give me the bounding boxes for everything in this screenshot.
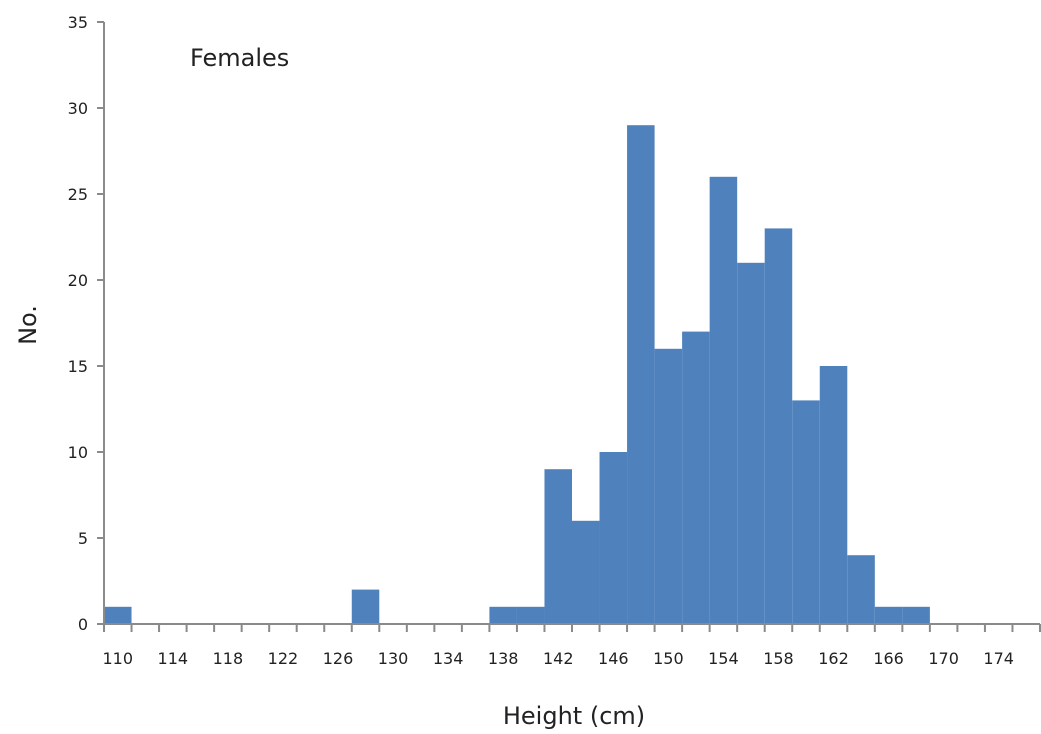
x-axis-title: Height (cm) (503, 702, 645, 730)
y-tick-label-25: 25 (68, 185, 88, 204)
y-tick-label-10: 10 (68, 443, 88, 462)
x-tick-label-114: 114 (158, 649, 189, 668)
x-axis-ticks (103, 624, 1041, 632)
y-tick-label-35: 35 (68, 13, 88, 32)
bars-group (104, 125, 930, 625)
y-axis-title: No. (14, 305, 42, 345)
histogram-bar-128 (351, 589, 380, 624)
y-tick-label-0: 0 (78, 615, 88, 634)
histogram-bar-148 (627, 125, 655, 624)
x-axis-tick-labels: 110 114 118 122 126 130 134 138 142 146 150 154 158 1… (102, 649, 1013, 668)
histogram-bar-154 (709, 176, 738, 625)
histogram-bar-146 (599, 452, 628, 624)
histogram-bar-138 (489, 606, 517, 624)
y-axis-ticks (97, 21, 104, 625)
histogram-bar-162 (819, 366, 848, 624)
x-tick-label-126: 126 (323, 649, 354, 668)
histogram-bar-110 (104, 606, 132, 624)
y-axis-tick-labels: 0 5 10 15 20 25 30 35 (68, 13, 88, 634)
y-tick-label-15: 15 (68, 357, 88, 376)
x-tick-label-154: 154 (708, 649, 739, 668)
histogram-bar-140 (516, 606, 545, 624)
histogram-bar-152 (682, 331, 710, 624)
x-tick-label-158: 158 (763, 649, 794, 668)
x-tick-label-170: 170 (928, 649, 959, 668)
y-tick-label-5: 5 (78, 529, 88, 548)
x-tick-label-138: 138 (488, 649, 519, 668)
x-tick-label-146: 146 (598, 649, 629, 668)
x-tick-label-134: 134 (433, 649, 464, 668)
x-tick-label-118: 118 (213, 649, 244, 668)
x-tick-label-162: 162 (818, 649, 849, 668)
y-tick-label-30: 30 (68, 99, 88, 118)
histogram-bar-168 (902, 606, 930, 624)
histogram-bar-142 (544, 469, 572, 624)
chart-annotation-females: Females (190, 44, 289, 72)
x-tick-label-166: 166 (873, 649, 904, 668)
histogram-bar-160 (792, 400, 820, 624)
x-tick-label-110: 110 (102, 649, 133, 668)
x-tick-label-142: 142 (543, 649, 574, 668)
histogram-bar-156 (737, 262, 765, 624)
histogram-bar-164 (847, 555, 875, 624)
y-tick-label-20: 20 (68, 271, 88, 290)
x-tick-label-150: 150 (653, 649, 684, 668)
histogram-bar-144 (572, 520, 600, 624)
histogram-bar-166 (874, 606, 903, 624)
x-tick-label-122: 122 (268, 649, 299, 668)
histogram-bar-158 (764, 228, 793, 624)
histogram-bar-150 (654, 348, 683, 624)
x-tick-label-130: 130 (378, 649, 409, 668)
x-tick-label-174: 174 (983, 649, 1014, 668)
